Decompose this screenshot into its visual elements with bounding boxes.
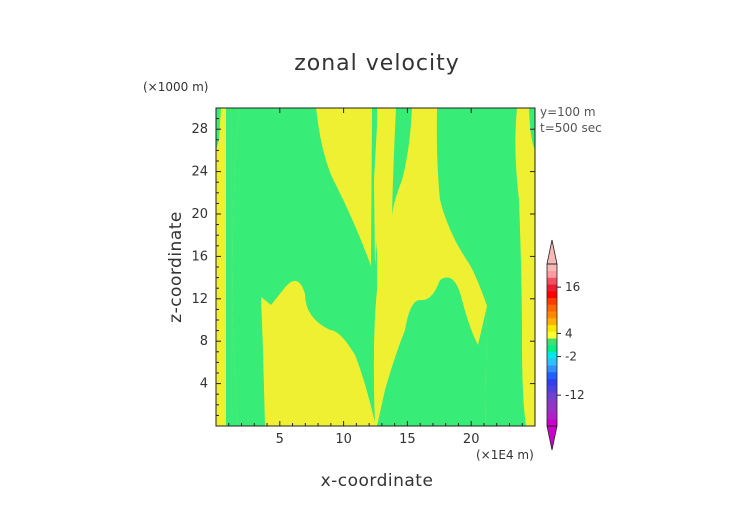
y-axis-unit: (×1000 m) [143, 80, 208, 94]
colorbar-arrow-top [546, 239, 558, 265]
colorbar-band [547, 378, 557, 386]
colorbar-band [547, 277, 557, 285]
y-tick-label: 4 [200, 377, 208, 392]
contour-strip-yellow-right-edge [523, 108, 535, 426]
colorbar-band [547, 419, 557, 427]
contour-region-green-left-mid [232, 108, 377, 426]
colorbar-band [547, 405, 557, 413]
colorbar-band [547, 264, 557, 272]
y-tick-label: 20 [191, 207, 208, 222]
colorbar-band [547, 345, 557, 353]
colorbar-band [547, 291, 557, 299]
x-tick-label: 5 [276, 432, 284, 447]
colorbar-band [547, 385, 557, 393]
y-tick-label: 24 [191, 165, 208, 180]
colorbar-band [547, 399, 557, 407]
colorbar-band [547, 324, 557, 332]
y-tick-label: 12 [191, 292, 208, 307]
y-tick-label: 8 [200, 334, 208, 349]
contour-region-green-left [226, 108, 239, 426]
x-axis-label: x-coordinate [321, 471, 434, 491]
contour-tongue-yellow-left [342, 108, 366, 240]
colorbar-band [547, 372, 557, 380]
y-axis-label: z-coordinate [166, 211, 186, 323]
colorbar-band [547, 358, 557, 366]
contour-tongue-green-center [392, 108, 412, 215]
contour-plot [215, 107, 536, 427]
x-tick-label: 10 [335, 432, 352, 447]
contour-region-green-right-mid [377, 277, 487, 426]
colorbar-band [547, 311, 557, 319]
colorbar-tick-label: 16 [565, 280, 580, 294]
colorbar-band [547, 270, 557, 278]
contour-tongue-yellow-center [374, 108, 388, 265]
colorbar-band [547, 304, 557, 312]
y-axis-ticks: 4 8 12 16 20 24 28 [191, 118, 535, 416]
annotation-y: y=100 m [540, 105, 596, 119]
y-tick-label: 28 [191, 122, 208, 137]
colorbar-band [547, 284, 557, 292]
y-tick-label: 16 [191, 249, 208, 264]
annotation-t: t=500 sec [540, 121, 602, 135]
colorbar-band [547, 331, 557, 339]
x-tick-label: 20 [463, 432, 480, 447]
colorbar: 16 4 -2 -12 [546, 239, 585, 451]
x-tick-label: 15 [399, 432, 416, 447]
chart-title: zonal velocity [294, 51, 460, 76]
colorbar-tick-label: -2 [565, 350, 577, 364]
x-axis-unit: (×1E4 m) [476, 448, 534, 462]
colorbar-band [547, 365, 557, 373]
colorbar-tick-label: 4 [565, 326, 573, 340]
colorbar-band [547, 392, 557, 400]
colorbar-tick-label: -12 [565, 388, 585, 402]
x-axis-ticks: 5 10 15 20 [228, 108, 523, 447]
colorbar-band [547, 412, 557, 420]
colorbar-arrow-bottom [546, 425, 558, 451]
colorbar-band [547, 351, 557, 359]
colorbar-band [547, 297, 557, 305]
colorbar-band [547, 338, 557, 346]
colorbar-frame [546, 263, 558, 427]
contour-region-green-right [436, 108, 526, 426]
colorbar-band [547, 318, 557, 326]
